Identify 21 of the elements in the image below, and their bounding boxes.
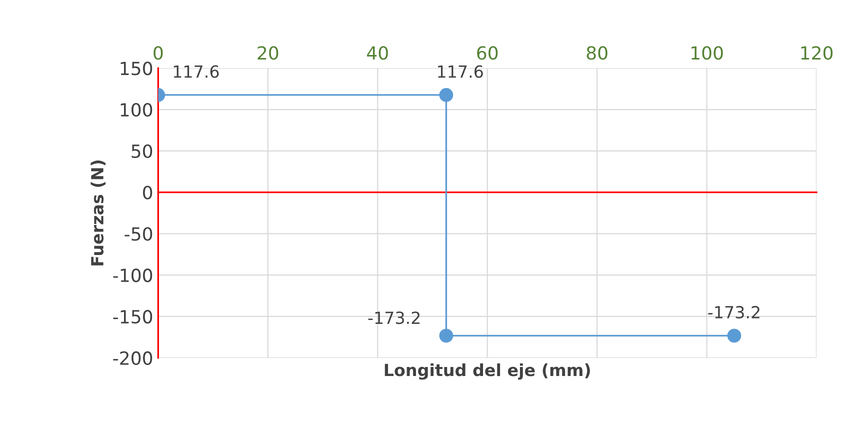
y-tick-label: -100 xyxy=(113,268,152,282)
data-label: 117.6 xyxy=(174,65,219,78)
y-tick-label: 100 xyxy=(120,103,152,117)
data-label: -173.2 xyxy=(368,311,420,324)
y-tick-label: -50 xyxy=(124,227,152,241)
x-tick-label: 0 xyxy=(154,46,163,60)
x-tick-label: 20 xyxy=(258,46,278,60)
x-tick-label: 40 xyxy=(367,46,388,60)
y-tick-label: 50 xyxy=(132,144,152,158)
y-tick-label: -150 xyxy=(113,310,152,324)
y-tick-label: -200 xyxy=(113,351,152,365)
x-tick-label: 60 xyxy=(477,46,498,60)
y-tick-label: 0 xyxy=(143,186,152,200)
y-axis-title: Fuerzas (N) xyxy=(90,160,106,266)
x-tick-label: 100 xyxy=(692,46,723,60)
data-label: 117.6 xyxy=(438,65,483,78)
x-axis-title: Longitud del eje (mm) xyxy=(384,363,590,380)
data-label: -173.2 xyxy=(708,306,760,319)
x-tick-label: 80 xyxy=(586,46,608,60)
y-tick-label: 150 xyxy=(120,62,152,76)
x-tick-label: 120 xyxy=(801,46,833,60)
